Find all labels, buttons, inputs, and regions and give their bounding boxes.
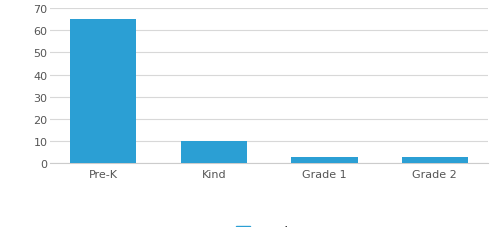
Bar xyxy=(181,141,247,163)
Bar xyxy=(70,20,136,163)
Bar xyxy=(291,157,358,163)
Legend: Grades: Grades xyxy=(236,225,302,227)
Bar xyxy=(402,157,468,163)
